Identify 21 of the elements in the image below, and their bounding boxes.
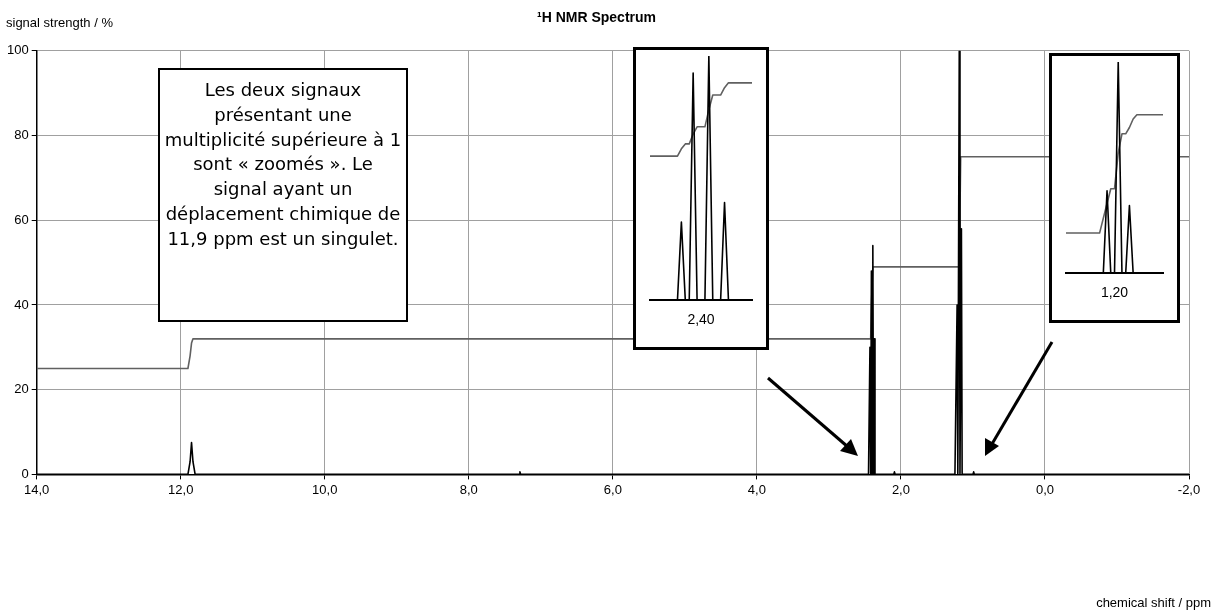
y-tick-label: 60 bbox=[14, 211, 29, 227]
x-tick-label: 8,0 bbox=[459, 481, 478, 497]
y-tick-label: 0 bbox=[21, 465, 29, 481]
y-tick-label: 40 bbox=[14, 296, 29, 312]
x-axis-title: chemical shift / ppm bbox=[1096, 595, 1211, 610]
y-tick-label: 20 bbox=[14, 381, 29, 397]
x-tick-label: 6,0 bbox=[603, 481, 622, 497]
y-tick-label: 100 bbox=[6, 42, 29, 58]
y-axis-title: signal strength / % bbox=[6, 14, 114, 30]
x-tick-label: 10,0 bbox=[312, 481, 338, 497]
y-tick-label: 80 bbox=[14, 127, 29, 143]
annotation: 2,40 bbox=[687, 311, 715, 328]
x-tick-label: -2,0 bbox=[1177, 481, 1201, 497]
annotation: 1,20 bbox=[1100, 284, 1129, 301]
x-tick-label: 0,0 bbox=[1035, 481, 1054, 497]
text-box: Les deux signaux présentant une multiplicité supérieure à 1 sont « zoomés ». Le signal ayant un déplacement chimique de 11,9 ppm est un singulet. bbox=[158, 68, 408, 322]
x-tick-label: 4,0 bbox=[747, 481, 766, 497]
x-tick-label: 14,0 bbox=[24, 481, 50, 497]
chart-title: ¹H NMR Spectrum bbox=[536, 9, 657, 26]
x-tick-label: 2,0 bbox=[891, 481, 910, 497]
x-tick-label: 12,0 bbox=[168, 481, 194, 497]
